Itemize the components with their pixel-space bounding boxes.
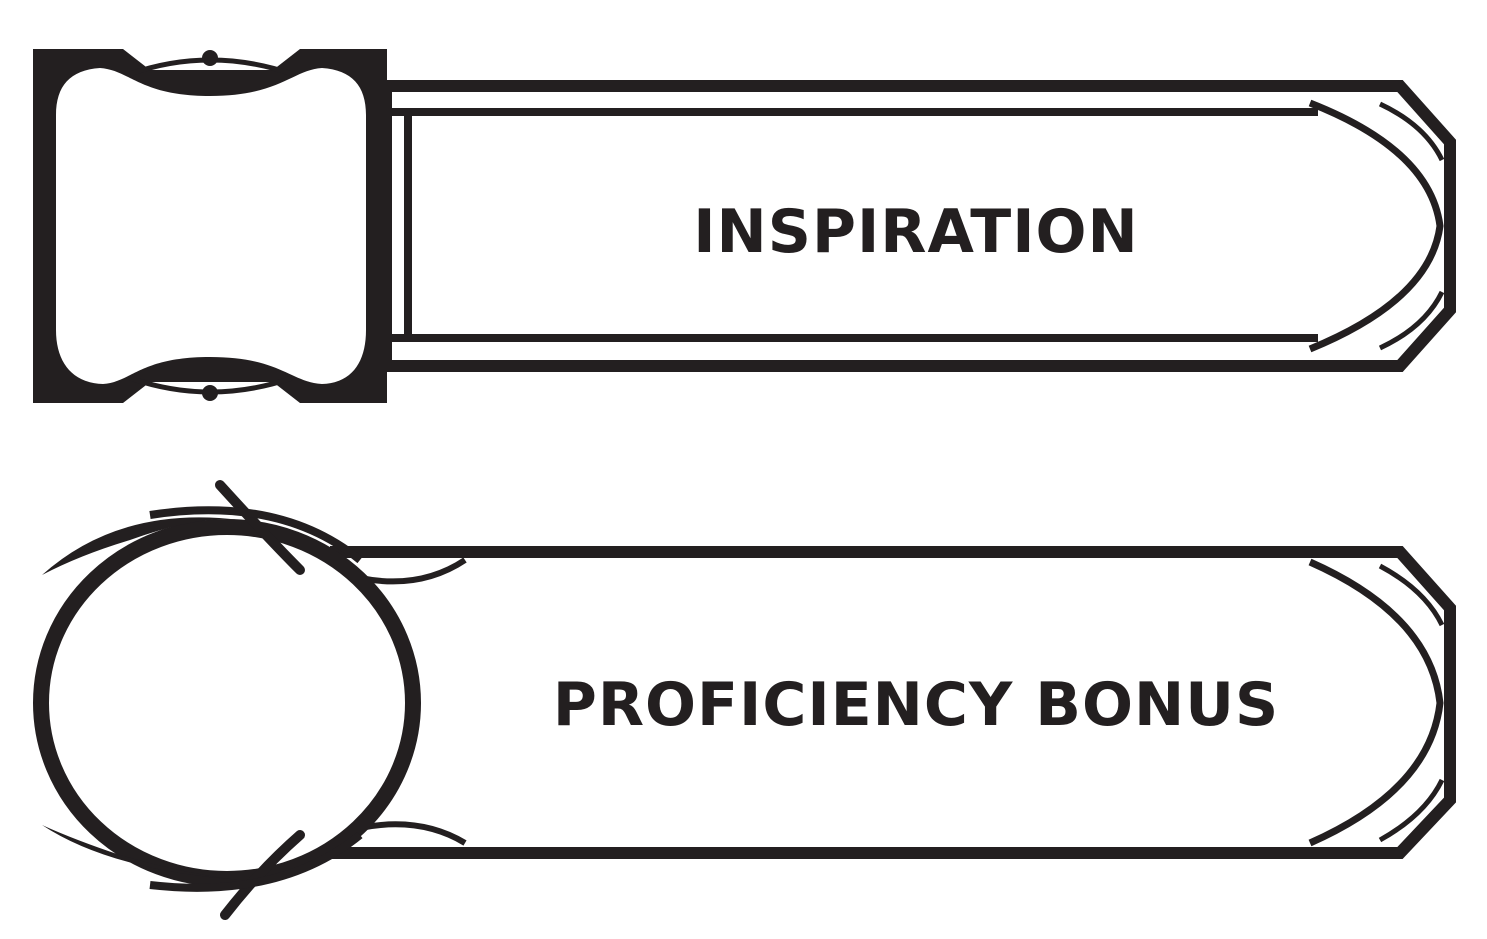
- inspiration-field: INSPIRATION: [33, 49, 1456, 403]
- inspiration-box[interactable]: [33, 49, 387, 403]
- inspiration-label: INSPIRATION: [693, 197, 1139, 267]
- proficiency-bonus-field: PROFICIENCY BONUS: [33, 480, 1456, 920]
- proficiency-bonus-label: PROFICIENCY BONUS: [553, 670, 1279, 740]
- proficiency-bonus-circle[interactable]: [33, 480, 421, 920]
- inspiration-box-frame: [33, 49, 387, 403]
- proficiency-bonus-banner-outline: [330, 546, 1456, 859]
- proficiency-bonus-ring: [33, 519, 421, 887]
